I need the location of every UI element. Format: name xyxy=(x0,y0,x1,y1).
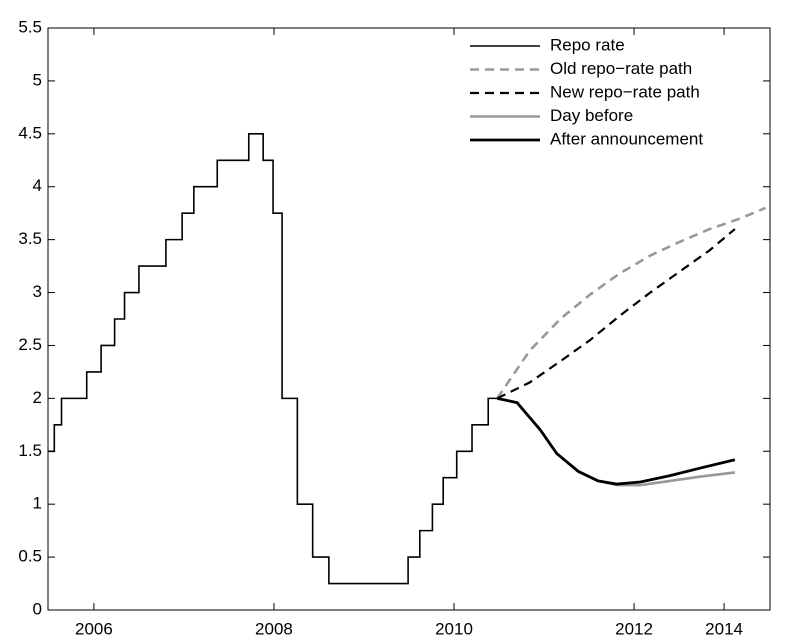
y-tick-label: 3.5 xyxy=(18,229,42,248)
series-line xyxy=(496,396,736,486)
series-line xyxy=(496,397,736,487)
series-line xyxy=(496,228,736,400)
series-line xyxy=(496,206,767,400)
y-tick-label: 1 xyxy=(33,494,42,513)
x-tick-label: 2012 xyxy=(615,619,653,638)
y-tick-label: 0 xyxy=(33,599,42,618)
y-tick-label: 2.5 xyxy=(18,335,42,354)
x-tick-label: 2014 xyxy=(705,619,743,638)
y-tick-label: 1.5 xyxy=(18,441,42,460)
plot-frame xyxy=(47,27,771,611)
y-tick-label: 5.5 xyxy=(18,17,42,36)
y-tick-label: 3 xyxy=(33,282,42,301)
series-line xyxy=(48,133,498,585)
legend-label: Old repo−rate path xyxy=(550,59,692,78)
y-tick-label: 4.5 xyxy=(18,123,42,142)
legend-label: Repo rate xyxy=(550,35,625,54)
legend-label: New repo−rate path xyxy=(550,82,700,101)
y-tick-label: 0.5 xyxy=(18,547,42,566)
legend-label: After announcement xyxy=(550,129,703,148)
y-tick-label: 4 xyxy=(33,176,42,195)
y-tick-label: 2 xyxy=(33,388,42,407)
legend-label: Day before xyxy=(550,106,633,125)
x-tick-label: 2010 xyxy=(435,619,473,638)
x-tick-label: 2006 xyxy=(75,619,113,638)
y-tick-label: 5 xyxy=(33,70,42,89)
x-tick-label: 2008 xyxy=(255,619,293,638)
